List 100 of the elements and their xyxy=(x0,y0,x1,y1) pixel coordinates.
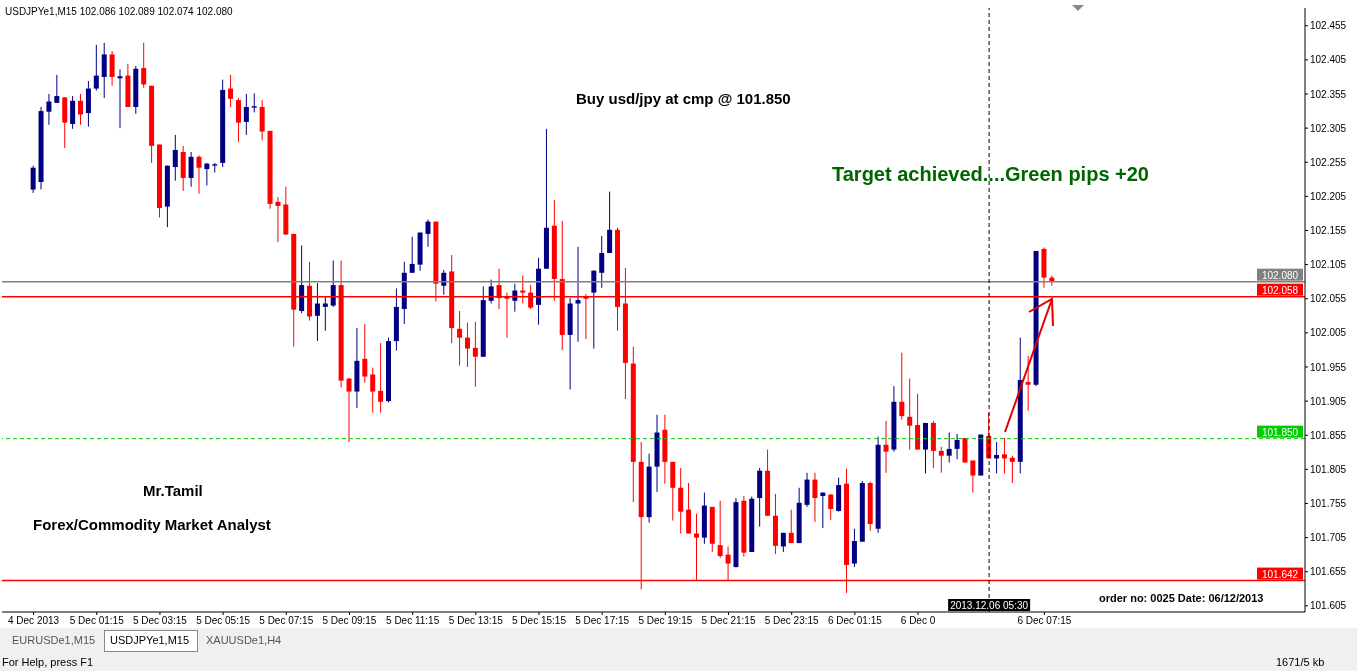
y-tick-label: 102.255 xyxy=(1310,156,1347,168)
candlestick xyxy=(370,367,376,414)
candlestick xyxy=(946,432,952,464)
candlestick xyxy=(607,191,613,254)
y-tick-label: 101.805 xyxy=(1310,463,1347,475)
candlestick xyxy=(235,97,241,143)
candlestick xyxy=(54,74,60,104)
y-tick-label: 102.205 xyxy=(1310,190,1347,202)
ref-line-label: 102.058 xyxy=(1261,284,1299,296)
x-tick-label: 5 Dec 11:15 xyxy=(386,615,440,627)
candlestick xyxy=(717,500,723,559)
candlestick xyxy=(172,134,178,182)
candlestick xyxy=(228,74,234,108)
text: 1671/5 kb xyxy=(1276,656,1325,668)
x-tick-label: 4 Dec 2013 xyxy=(8,615,60,627)
annotation: Target achieved....Green pips +20 xyxy=(832,163,1149,186)
x-tick-label: 6 Dec 01:15 xyxy=(827,615,883,627)
candlestick xyxy=(314,282,320,342)
y-tick-label: 102.055 xyxy=(1310,293,1347,305)
y-tick-label: 101.905 xyxy=(1310,395,1347,407)
x-tick-label: 5 Dec 01:15 xyxy=(69,615,125,627)
candlestick xyxy=(488,279,494,305)
candlestick xyxy=(678,467,684,535)
candlestick xyxy=(378,342,384,414)
candlestick xyxy=(93,44,99,92)
candlestick xyxy=(1009,455,1015,484)
candlestick xyxy=(78,93,84,126)
x-tick-label: 5 Dec 05:15 xyxy=(196,615,251,627)
y-tick-label: 102.355 xyxy=(1310,88,1347,100)
x-tick-label: 5 Dec 19:15 xyxy=(638,615,693,627)
candlestick xyxy=(425,219,431,248)
x-tick-label: 6 Dec 0 xyxy=(900,615,936,627)
x-tick-label: 5 Dec 21:15 xyxy=(701,615,756,627)
candlestick xyxy=(899,352,905,421)
candlestick xyxy=(812,472,818,523)
y-tick-label: 102.455 xyxy=(1310,20,1347,32)
candlestick xyxy=(851,528,857,568)
candlestick xyxy=(575,246,581,343)
candlestick xyxy=(101,42,107,99)
x-tick-label: 5 Dec 17:15 xyxy=(575,615,630,627)
x-tick-label: 5 Dec 23:15 xyxy=(764,615,820,627)
candlestick xyxy=(243,93,249,136)
x-tick-label: 5 Dec 15:15 xyxy=(512,615,567,627)
ref-line-label: 102.080 xyxy=(1261,269,1299,281)
annotation: order no: 0025 Date: 06/12/2013 xyxy=(1099,592,1264,604)
candlestick xyxy=(686,482,692,535)
x-tick-label: 5 Dec 03:15 xyxy=(132,615,188,627)
y-tick-label: 101.955 xyxy=(1310,361,1347,373)
candlestick xyxy=(141,42,147,89)
y-tick-label: 101.655 xyxy=(1310,566,1347,578)
annotation: Mr.Tamil xyxy=(143,482,203,499)
x-tick-label: 5 Dec 09:15 xyxy=(322,615,377,627)
candlestick xyxy=(441,269,447,296)
x-tick-label: 5 Dec 13:15 xyxy=(448,615,504,627)
y-tick-label: 102.105 xyxy=(1310,259,1347,271)
annotation: Forex/Commodity Market Analyst xyxy=(33,516,271,533)
y-tick-label: 101.705 xyxy=(1310,532,1347,544)
ref-line-label: 101.642 xyxy=(1261,568,1299,580)
candlestick xyxy=(599,235,605,289)
candlestick xyxy=(70,95,76,130)
candlestick xyxy=(117,68,123,129)
ref-line-label: 2013.12.06 05:30 xyxy=(950,600,1029,611)
candlestick xyxy=(204,162,210,186)
candlestick xyxy=(472,321,478,388)
candlestick xyxy=(1025,355,1031,412)
text: XAUUSDe1,H4 xyxy=(206,634,282,646)
text: USDJPYe1,M15 xyxy=(110,634,190,646)
y-tick-label: 102.005 xyxy=(1310,327,1347,339)
candlestick xyxy=(457,310,463,367)
candlestick xyxy=(828,493,834,521)
y-tick-label: 102.305 xyxy=(1310,122,1347,134)
candlestick xyxy=(330,260,336,308)
text: EURUSDe1,M15 xyxy=(12,634,96,646)
candlestick xyxy=(30,165,36,194)
candlestick xyxy=(409,236,415,274)
candlestick xyxy=(196,154,202,195)
ref-line-label: 101.850 xyxy=(1261,426,1299,438)
y-tick-label: 101.755 xyxy=(1310,498,1347,510)
candlestick xyxy=(346,377,352,443)
candlestick xyxy=(46,93,52,126)
candlestick xyxy=(362,323,368,384)
candlestick xyxy=(251,92,257,113)
candlestick xyxy=(109,50,115,87)
candlestick xyxy=(591,269,597,350)
candlestick xyxy=(188,151,194,188)
y-tick-label: 102.405 xyxy=(1310,54,1347,66)
candlestick xyxy=(883,420,889,474)
candlestick xyxy=(907,378,913,451)
y-tick-label: 101.855 xyxy=(1310,429,1347,441)
candlestick xyxy=(275,196,281,243)
candlestick xyxy=(464,322,470,368)
x-tick-label: 6 Dec 07:15 xyxy=(1017,615,1072,627)
annotation: Buy usd/jpy at cmp @ 101.850 xyxy=(576,90,791,107)
candlestick xyxy=(970,459,976,494)
y-tick-label: 101.605 xyxy=(1310,600,1347,612)
chart-title: USDJPYe1,M15 102.086 102.089 102.074 102.080 xyxy=(5,6,233,17)
y-tick-label: 102.155 xyxy=(1310,225,1347,237)
candlestick xyxy=(788,509,794,544)
candlestick xyxy=(1001,437,1007,474)
candlestick xyxy=(938,446,944,474)
